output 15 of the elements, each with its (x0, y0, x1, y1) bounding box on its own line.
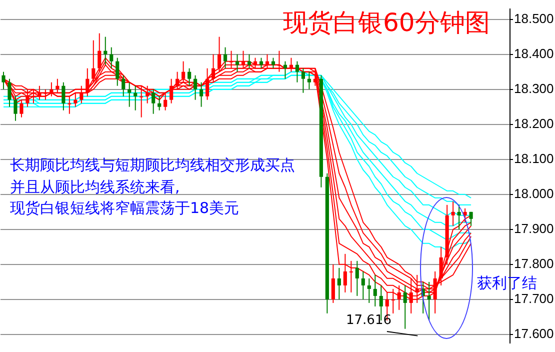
annotation: 17.616 (346, 313, 392, 328)
y-tick-label: 17.600 (514, 326, 554, 342)
y-tick-label: 18.500 (514, 10, 554, 26)
y-tick-label: 17.900 (514, 220, 554, 236)
annotation: 并且从顾比均线系统来看, (10, 178, 180, 197)
y-tick-label: 18.100 (514, 150, 554, 166)
y-tick-label: 18.400 (514, 46, 554, 61)
annotation: 长期顾比均线与短期顾比均线相交形成买点 (10, 156, 295, 175)
y-tick-label: 17.700 (514, 291, 554, 306)
annotation: 现货白银短线将窄幅震荡于18美元 (10, 199, 240, 218)
y-tick-label: 18.200 (514, 116, 554, 131)
y-tick-label: 18.000 (514, 186, 554, 201)
y-tick-label: 17.800 (514, 256, 554, 271)
chart-title: 现货白银60分钟图 (283, 7, 490, 39)
y-tick-label: 18.300 (514, 80, 554, 96)
